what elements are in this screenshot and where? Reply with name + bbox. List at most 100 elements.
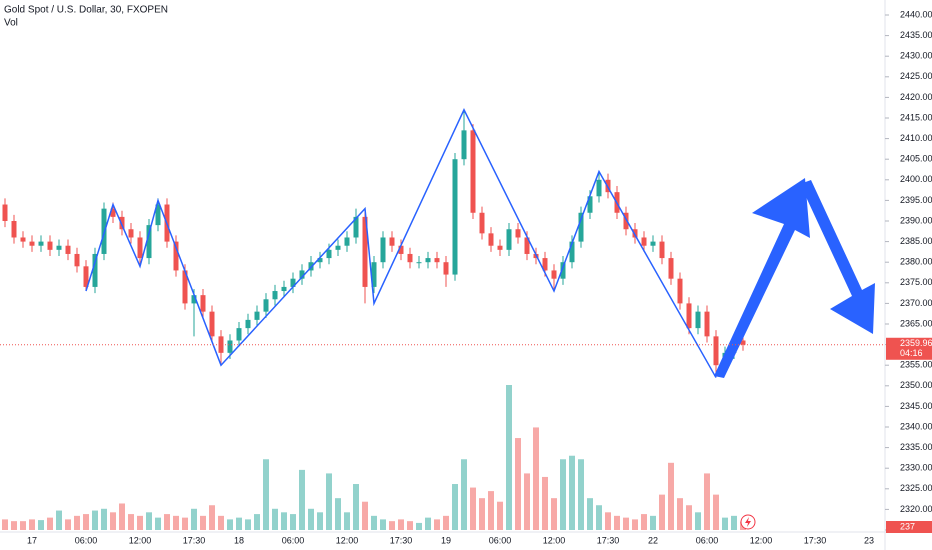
volume-bar (137, 515, 143, 530)
candle-body (425, 258, 431, 263)
candle-body (254, 311, 260, 320)
x-tick-label: 23 (864, 535, 874, 545)
y-tick-label: 2350.00 (900, 380, 932, 390)
candle-body (281, 286, 287, 292)
volume-bar (20, 521, 26, 530)
volume-bar (119, 503, 125, 530)
volume-bar (695, 512, 701, 530)
volume-bar (452, 484, 458, 530)
volume-bar (47, 517, 53, 530)
volume-bar (245, 519, 251, 530)
x-tick-label: 17:30 (597, 535, 620, 545)
candle-body (299, 270, 305, 279)
volume-bar (488, 491, 494, 530)
y-tick-label: 2340.00 (900, 421, 932, 431)
candle-body (74, 253, 80, 267)
candle-body (461, 130, 467, 160)
volume-bar (128, 514, 134, 530)
y-tick-label: 2320.00 (900, 504, 932, 514)
candle-body (677, 278, 683, 304)
volume-bar (551, 498, 557, 530)
candle-body (407, 253, 413, 263)
volume-bar (623, 517, 629, 530)
candle-body (650, 241, 656, 246)
x-tick-label: 12:00 (750, 535, 773, 545)
x-tick-label: 22 (648, 535, 658, 545)
candle-body (686, 303, 692, 329)
candle-body (497, 245, 503, 250)
y-tick-label: 2370.00 (900, 298, 932, 308)
candle-body (317, 258, 323, 263)
candle-body (470, 130, 476, 213)
candle-body (200, 295, 206, 312)
candle-body (641, 237, 647, 246)
candle-body (191, 295, 197, 304)
volume-bar (479, 498, 485, 530)
volume-bar (713, 494, 719, 530)
x-tick-label: 12:00 (543, 535, 566, 545)
volume-bar (308, 508, 314, 530)
candle-body (551, 270, 557, 279)
volume-bar (110, 512, 116, 530)
candle-body (218, 336, 224, 353)
chart-title: Gold Spot / U.S. Dollar, 30, FXOPEN (4, 5, 168, 16)
volume-bar (398, 519, 404, 530)
volume-bar (344, 512, 350, 530)
last-price-label: 2359.96 (900, 338, 932, 348)
volume-bar (668, 462, 674, 530)
candle-body (704, 311, 710, 337)
candle-body (173, 241, 179, 271)
x-tick-label: 17:30 (390, 535, 413, 545)
volume-bar (65, 519, 71, 530)
x-tick-label: 06:00 (75, 535, 98, 545)
candle-body (2, 204, 8, 221)
candle-body (506, 229, 512, 250)
y-tick-label: 2405.00 (900, 154, 932, 164)
candle-body (632, 229, 638, 238)
y-tick-label: 2435.00 (900, 30, 932, 40)
y-tick-label: 2415.00 (900, 112, 932, 122)
candle-body (182, 270, 188, 304)
volume-bar (407, 521, 413, 530)
candle-body (479, 212, 485, 234)
alert-bolt (745, 517, 751, 527)
candle-body (92, 253, 98, 287)
volume-bar (650, 515, 656, 530)
volume-bar (2, 519, 8, 530)
candle-body (695, 311, 701, 329)
y-tick-label: 2410.00 (900, 133, 932, 143)
candle-body (623, 212, 629, 230)
y-tick-label: 2375.00 (900, 277, 932, 287)
candle-body (587, 196, 593, 213)
volume-bar (290, 514, 296, 530)
volume-bar (596, 505, 602, 530)
candle-body (47, 241, 53, 250)
volume-bar (182, 517, 188, 530)
volume-bar (236, 517, 242, 530)
candle-body (263, 299, 269, 312)
candle-body (272, 291, 278, 300)
volume-bar (254, 514, 260, 530)
volume-bar (281, 512, 287, 530)
candle-body (668, 258, 674, 279)
candle-body (371, 262, 377, 287)
candle-body (578, 212, 584, 242)
volume-bar (200, 515, 206, 530)
volume-bar (389, 521, 395, 530)
candle-body (119, 216, 125, 230)
volume-bar (587, 498, 593, 530)
candle-body (245, 319, 251, 329)
volume-bar (218, 515, 224, 530)
y-tick-label: 2380.00 (900, 257, 932, 267)
candle-body (38, 241, 44, 246)
candle-body (353, 216, 359, 238)
volume-bar (416, 522, 422, 530)
y-tick-label: 2400.00 (900, 174, 932, 184)
volume-bar (461, 459, 467, 530)
y-tick-label: 2425.00 (900, 71, 932, 81)
candle-body (416, 262, 422, 264)
y-tick-label: 2420.00 (900, 92, 932, 102)
volume-bar (317, 512, 323, 530)
candle-body (227, 340, 233, 353)
candle-body (560, 262, 566, 279)
